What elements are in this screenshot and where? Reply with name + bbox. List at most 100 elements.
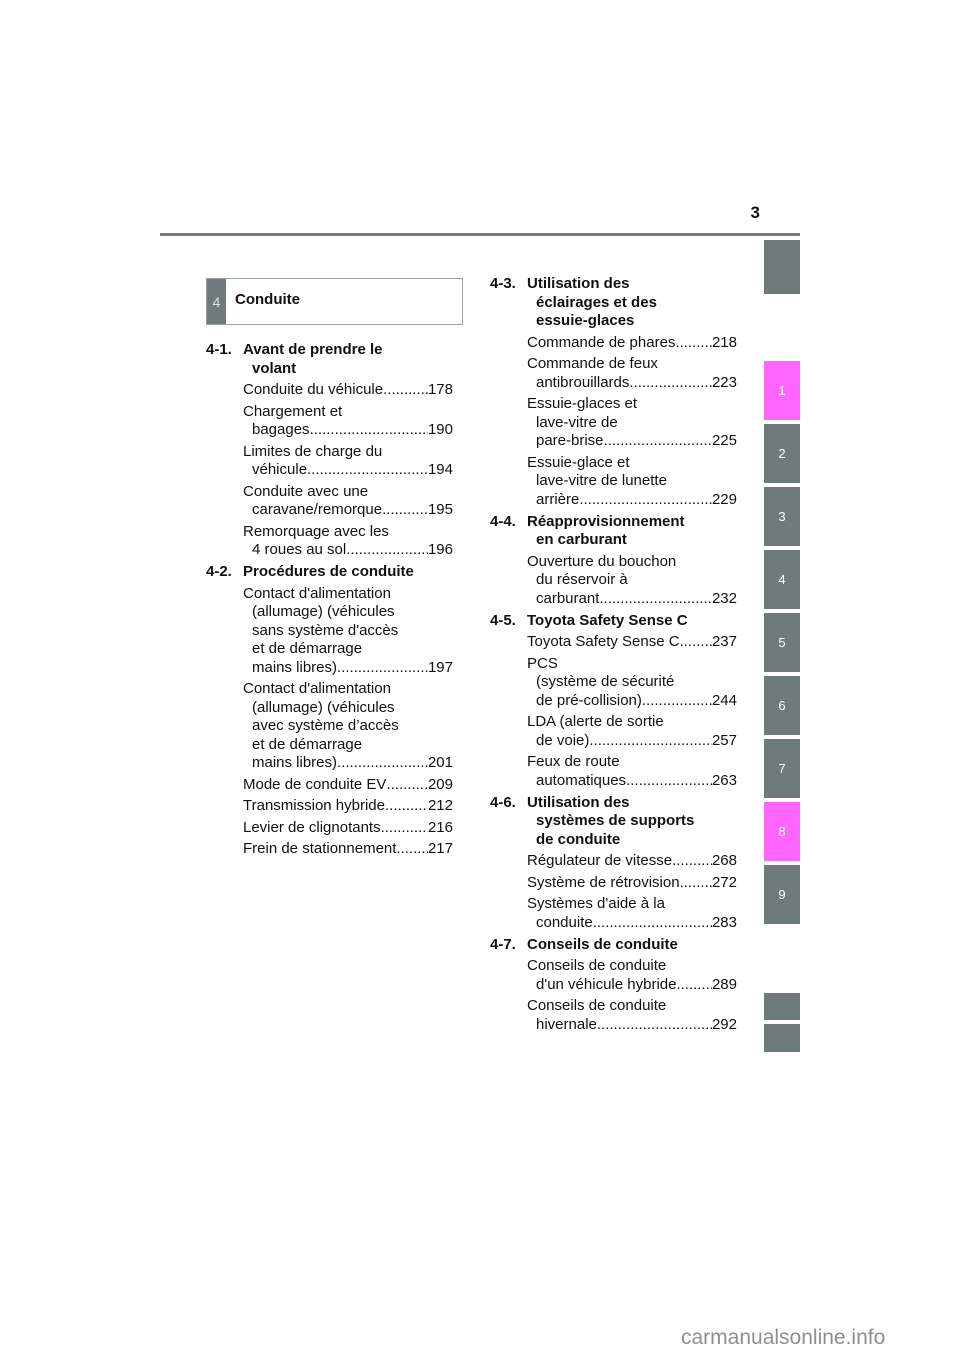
page-ref[interactable]: 283 (711, 913, 737, 931)
page-ref[interactable]: 194 (427, 461, 453, 478)
page-ref[interactable]: 190 (427, 421, 453, 438)
dot-leader (383, 381, 428, 400)
toc-entry[interactable]: Essuie-glace et lave-vitre de lunette arri… (490, 454, 737, 510)
toc-entry[interactable]: Levier de clignotants 216 (206, 819, 453, 838)
toc-entry[interactable]: Régulateur de vitesse 268 (490, 852, 737, 871)
entry-text: de voie) (536, 731, 590, 749)
page-ref[interactable]: 216 (427, 818, 453, 836)
page-ref[interactable]: 263 (711, 771, 737, 789)
entry-text: LDA (alerte de sortie (527, 713, 664, 730)
toc-entry[interactable]: Ouverture du bouchon du réservoir à carbur… (490, 553, 737, 609)
dot-leader (307, 461, 428, 480)
side-tab-6[interactable]: 6 (764, 676, 800, 735)
section-heading: 4-1. Avant de prendre le volant (206, 341, 453, 378)
page-ref[interactable]: 237 (711, 633, 737, 650)
side-tab-9[interactable]: 9 (764, 865, 800, 924)
side-tab-4[interactable]: 4 (764, 550, 800, 609)
chapter-number: 4 (207, 279, 226, 324)
page-ref[interactable]: 268 (711, 852, 737, 869)
dot-leader (676, 976, 712, 995)
side-tab-2[interactable]: 2 (764, 424, 800, 483)
entry-text: mains libres) (252, 658, 338, 676)
entry-text: Système de rétrovision (527, 873, 680, 891)
header-rule (160, 233, 800, 236)
side-tab-index-b[interactable] (764, 1024, 800, 1052)
side-tab-top[interactable] (764, 240, 800, 294)
section-number: 4-2. (206, 563, 232, 580)
entry-last-line: bagages 190 (243, 421, 453, 440)
dot-leader (385, 797, 428, 816)
page-ref[interactable]: 257 (711, 731, 737, 749)
page-ref[interactable]: 272 (711, 873, 737, 891)
page-ref[interactable]: 232 (711, 589, 737, 607)
section-number: 4-5. (490, 611, 516, 629)
dot-leader (626, 772, 712, 791)
page-ref[interactable]: 292 (711, 1015, 737, 1033)
section-title-line: essuie-glaces (536, 312, 635, 329)
entry-text: du réservoir à (536, 571, 628, 588)
entry-text: lave-vitre de lunette (536, 472, 667, 489)
page-ref[interactable]: 197 (427, 658, 453, 676)
toc-entry[interactable]: Transmission hybride 212 (206, 797, 453, 816)
side-tab-5[interactable]: 5 (764, 613, 800, 672)
page-ref[interactable]: 178 (427, 381, 453, 398)
page-ref[interactable]: 196 (427, 541, 453, 558)
entry-text: Mode de conduite EV (243, 775, 387, 793)
entry-text: caravane/remorque (252, 501, 383, 518)
side-tab-1[interactable]: 1 (764, 361, 800, 420)
dot-leader (597, 1016, 712, 1035)
toc-entry[interactable]: Toyota Safety Sense C 237 (490, 633, 737, 652)
side-tab-8[interactable]: 8 (764, 802, 800, 861)
entry-last-line: Transmission hybride 212 (243, 797, 453, 816)
page-ref[interactable]: 201 (427, 754, 453, 771)
entry-last-line: mains libres) 201 (243, 754, 453, 773)
entry-last-line: de pré-collision) 244 (527, 692, 737, 711)
chapter-title: Conduite (235, 291, 300, 308)
page-ref[interactable]: 244 (711, 691, 737, 709)
toc-entry[interactable]: Frein de stationnement 217 (206, 840, 453, 859)
section-title: Utilisation des systèmes de supports de co… (527, 794, 694, 850)
entry-last-line: de voie) 257 (527, 732, 737, 751)
entry-text: Commande de feux (527, 355, 658, 372)
toc-entry[interactable]: Contact d'alimentation (allumage) (véhicu… (206, 680, 453, 773)
side-tab-3[interactable]: 3 (764, 487, 800, 546)
toc-entry[interactable]: Commande de phares 218 (490, 334, 737, 353)
toc-entry[interactable]: Mode de conduite EV 209 (206, 776, 453, 795)
section-number: 4-3. (490, 275, 516, 292)
entry-last-line: d'un véhicule hybride 289 (527, 976, 737, 995)
dot-leader (680, 874, 712, 893)
dot-leader (381, 819, 428, 838)
side-tab-index-a[interactable] (764, 993, 800, 1020)
dot-leader (346, 541, 428, 560)
page-ref[interactable]: 209 (427, 775, 453, 793)
page-ref[interactable]: 225 (711, 432, 737, 449)
side-tab-7[interactable]: 7 (764, 739, 800, 798)
entry-last-line: 4 roues au sol 196 (243, 541, 453, 560)
page-ref[interactable]: 229 (711, 490, 737, 508)
entry-text: (système de sécurité (536, 673, 675, 690)
entry-last-line: Conduite du véhicule 178 (243, 381, 453, 400)
page-ref[interactable]: 195 (427, 501, 453, 518)
page-ref[interactable]: 217 (427, 840, 453, 857)
toc-entry[interactable]: Conduite du véhicule 178 (206, 381, 453, 400)
toc-entry[interactable]: Système de rétrovision 272 (490, 874, 737, 893)
toc-section: 4-5. Toyota Safety Sense C Toyota Safety S… (490, 612, 737, 791)
page-ref[interactable]: 223 (711, 373, 737, 391)
page-ref[interactable]: 218 (711, 333, 737, 351)
toc-entry[interactable]: Conseils de conduite d'un véhicule hybrid… (490, 957, 737, 994)
section-heading: 4-2. Procédures de conduite (206, 563, 453, 582)
toc-entry[interactable]: Contact d'alimentation (allumage) (véhicu… (206, 585, 453, 678)
page-ref[interactable]: 289 (711, 975, 737, 993)
page-ref[interactable]: 212 (427, 797, 453, 814)
toc-entry[interactable]: PCS (système de sécurité de pré-collision)… (490, 655, 737, 711)
